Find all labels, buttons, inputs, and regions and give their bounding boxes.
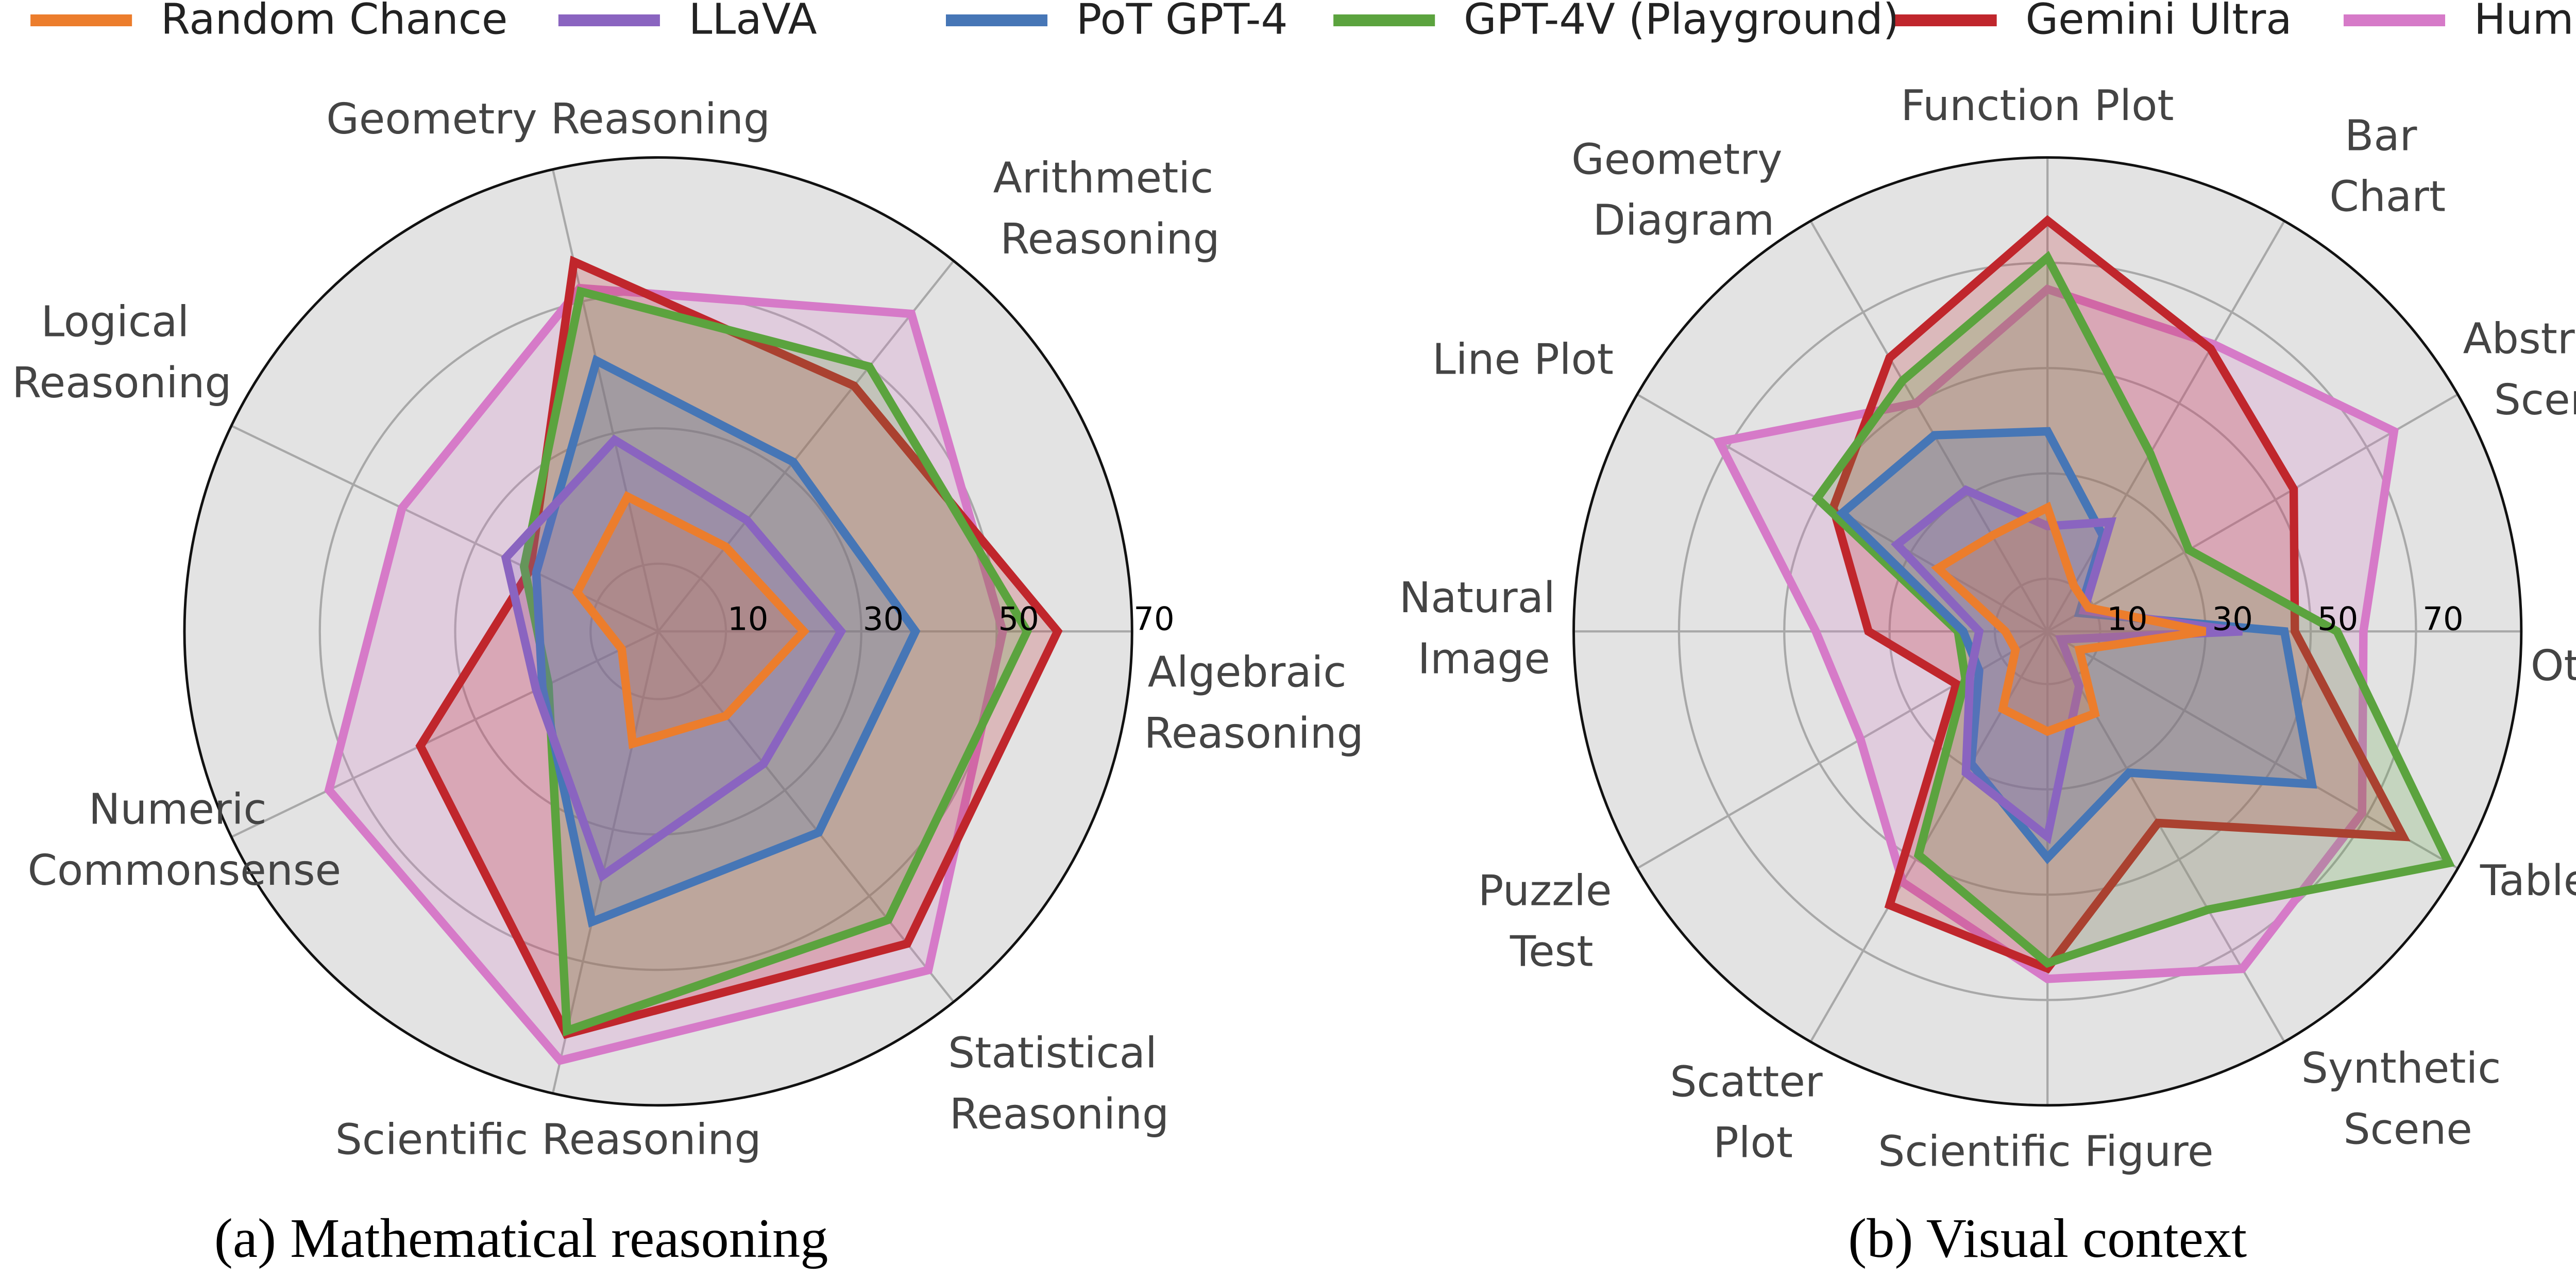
category-label: Arithmetic Reasoning xyxy=(987,154,1219,264)
category-label-line: Abstract xyxy=(2463,315,2576,364)
spoke xyxy=(2046,631,2285,1042)
legend-label: GPT-4V (Playground) xyxy=(1464,0,1900,44)
legend-label: PoT GPT-4 xyxy=(1076,0,1288,44)
category-label: Statistical Reasoning xyxy=(936,1029,1169,1139)
category-label-line: Test xyxy=(1497,928,1594,977)
category-label-line: Commonsense xyxy=(14,846,342,895)
category-label-line: Reasoning xyxy=(987,215,1219,264)
r-tick-label: 70 xyxy=(1133,600,1174,638)
spoke xyxy=(551,169,659,632)
spoke xyxy=(657,260,955,632)
category-label-line: Statistical xyxy=(948,1029,1157,1078)
category-label: Geometry Diagram xyxy=(1571,136,1782,245)
category-label-line: Scatter xyxy=(1670,1058,1822,1107)
spoke xyxy=(1809,220,2049,632)
r-tick-label: 50 xyxy=(2317,600,2358,638)
category-label-line: Arithmetic xyxy=(993,154,1214,203)
legend-label: Random Chance xyxy=(161,0,507,44)
category-label: Synthetic Scene xyxy=(2301,1045,2501,1154)
category-label: Logical Reasoning xyxy=(0,298,232,408)
spoke xyxy=(2046,220,2285,632)
r-tick-label: 30 xyxy=(2212,600,2253,638)
r-tick-label: 70 xyxy=(2422,600,2463,638)
caption: (a) Mathematical reasoning xyxy=(214,1207,828,1269)
r-tick-label: 50 xyxy=(998,600,1039,638)
category-label-line: Algebraic xyxy=(1148,648,1347,697)
outer-ring xyxy=(1572,156,2523,1107)
caption: (b) Visual context xyxy=(1848,1207,2247,1269)
category-label: Puzzle Test xyxy=(1478,867,1612,977)
category-label-line: Synthetic xyxy=(2301,1045,2501,1094)
spoke xyxy=(2047,630,2459,869)
r-tick-label: 10 xyxy=(2107,600,2147,638)
category-label-line: Reasoning xyxy=(936,1090,1169,1139)
category-label-line: Logical xyxy=(41,298,189,347)
category-label-line: Scene xyxy=(2481,376,2576,425)
category-label-line: Puzzle xyxy=(1478,867,1612,916)
radar-area xyxy=(415,255,1063,1039)
legend-label: Gemini Ultra xyxy=(2025,0,2292,44)
category-label: Geometry Reasoning xyxy=(326,95,770,144)
radar-area xyxy=(1713,284,2399,983)
legend-label: Human xyxy=(2474,0,2576,44)
category-label: Natural Image xyxy=(1399,574,1555,684)
category-label-line: Bar xyxy=(2345,112,2417,161)
legend-label: LLaVA xyxy=(689,0,817,44)
spoke xyxy=(231,425,659,633)
r-tick-label: 30 xyxy=(863,600,904,638)
radar-area xyxy=(572,491,810,749)
category-label-line: Chart xyxy=(2316,173,2446,222)
category-label: Line Plot xyxy=(1432,335,1614,384)
category-label-line: Scene xyxy=(2330,1105,2472,1154)
category-label-line: Reasoning xyxy=(0,359,232,408)
radar-area xyxy=(324,283,1007,1066)
category-label: Other xyxy=(2531,642,2576,691)
category-label: Scatter Plot xyxy=(1670,1058,1822,1168)
outer-ring xyxy=(183,156,1133,1107)
category-label-line: Plot xyxy=(1700,1119,1793,1168)
category-label: Scientific Reasoning xyxy=(335,1116,761,1165)
category-label: Algebraic Reasoning xyxy=(1130,648,1363,758)
category-label-line: Diagram xyxy=(1580,196,1775,245)
category-label-line: Reasoning xyxy=(1130,709,1363,758)
spoke xyxy=(231,630,659,838)
category-label: Function Plot xyxy=(1901,81,2174,130)
radar-area xyxy=(501,434,846,883)
category-label-line: Natural xyxy=(1399,574,1555,623)
category-label: Table xyxy=(2480,856,2576,905)
category-label-line: Numeric xyxy=(89,785,267,834)
radar-area xyxy=(1891,485,2243,845)
r-tick-label: 10 xyxy=(727,600,768,638)
category-label-line: Image xyxy=(1404,635,1550,684)
category-label: Numeric Commonsense xyxy=(14,785,342,895)
category-label-line: Geometry xyxy=(1571,136,1782,184)
category-label: Abstract Scene xyxy=(2463,315,2576,425)
category-label: Bar Chart xyxy=(2316,112,2446,222)
category-label: Scientific Figure xyxy=(1878,1128,2213,1176)
radar-area xyxy=(1931,501,2207,736)
